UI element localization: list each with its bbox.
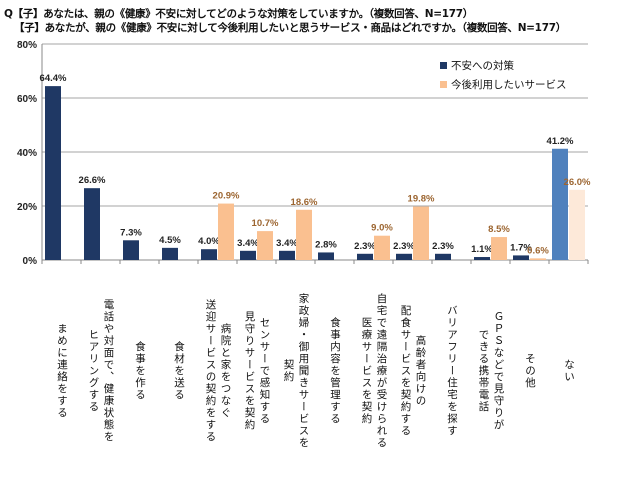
x-category-label: その他 [524, 352, 536, 389]
bar-future-services [257, 231, 273, 260]
data-label: 2.3% [393, 241, 415, 252]
data-label: 4.5% [159, 235, 181, 246]
data-label: 3.4% [237, 238, 259, 249]
legend-item-future-services: 今後利用したいサービス [440, 77, 567, 92]
data-label: 20.9% [213, 191, 240, 202]
bar-future-services [530, 258, 546, 260]
legend-swatch-measures [440, 62, 447, 69]
data-label: 7.3% [120, 227, 142, 238]
chart-title-question-2: 【子】あなたが、親の《健康》不安に対して今後利用したいと思うサービス・商品はどれ… [14, 22, 566, 34]
data-label: 10.7% [252, 218, 279, 229]
x-category-label: ＧＰＳなどで見守りが できる携帯電話 [477, 310, 505, 431]
data-label: 18.6% [291, 197, 318, 208]
bar-measures [84, 188, 100, 260]
bar-measures [123, 240, 139, 260]
bar-future-services [569, 189, 585, 260]
data-label: 19.8% [408, 194, 435, 205]
bar-future-services [296, 209, 312, 260]
bar-measures [45, 86, 61, 261]
bar-future-services [491, 237, 507, 260]
bar-future-services [218, 203, 234, 260]
x-category-label: 病院と家をつなぐ 送迎サービスの契約をする [204, 298, 232, 443]
data-label: 2.3% [432, 241, 454, 252]
x-category-label: 家政婦・御用聞きサービスを 契約 [282, 292, 310, 449]
bar-measures [513, 255, 529, 260]
data-label: 26.0% [564, 177, 591, 188]
bar-measures [201, 249, 217, 260]
y-tick-label: 40% [17, 148, 37, 159]
data-label: 2.8% [315, 239, 337, 250]
bar-measures [162, 247, 178, 260]
data-label: 0.6% [527, 245, 549, 256]
data-label: 41.2% [547, 136, 574, 147]
data-label: 2.3% [354, 241, 376, 252]
bar-measures [396, 253, 412, 260]
data-label: 4.0% [198, 236, 220, 247]
x-category-label: 食事内容を管理する [329, 316, 341, 425]
bar-measures [435, 253, 451, 260]
data-label: 8.5% [488, 224, 510, 235]
y-tick-label: 20% [17, 202, 37, 213]
bar-future-services [413, 206, 429, 260]
x-category-label: ない [563, 358, 575, 383]
x-category-label: まめに連絡をする [56, 322, 68, 419]
data-label: 26.6% [79, 175, 106, 186]
x-category-label: 高齢者向けの 配食サービスを契約する [399, 304, 427, 437]
data-label: 1.7% [510, 242, 532, 253]
legend-item-measures: 不安への対策 [440, 58, 514, 73]
legend-swatch-future-services [440, 81, 447, 88]
bar-measures [240, 250, 256, 260]
legend-label-future-services: 今後利用したいサービス [451, 79, 567, 91]
y-tick-label: 0% [23, 256, 38, 267]
x-category-label: バリアフリー住宅を探す [446, 304, 458, 437]
data-label: 64.4% [40, 73, 67, 84]
bar-measures [318, 252, 334, 260]
x-category-label: 電話や対面で、健康状態を ヒアリングする [87, 298, 115, 443]
x-category-label: 自宅で遠隔治療が受けられる 医療サービスを契約 [360, 292, 388, 449]
data-label: 3.4% [276, 238, 298, 249]
x-category-label: 食材を送る [173, 340, 185, 401]
bar-measures [552, 148, 568, 260]
data-label: 1.1% [471, 244, 493, 255]
bar-measures [474, 257, 490, 260]
y-tick-label: 60% [17, 94, 37, 105]
chart-title-question-1: Q【子】あなたは、親の《健康》不安に対してどのような対策をしていますか。（複数回… [4, 8, 473, 20]
y-tick-label: 80% [17, 40, 37, 51]
bar-measures [279, 250, 295, 260]
x-category-label: センサーで感知する 見守りサービスを契約 [243, 310, 271, 431]
bar-measures [357, 253, 373, 260]
x-category-label: 食事を作る [134, 340, 146, 401]
legend-label-measures: 不安への対策 [451, 60, 514, 72]
data-label: 9.0% [371, 223, 393, 234]
bar-future-services [374, 235, 390, 260]
